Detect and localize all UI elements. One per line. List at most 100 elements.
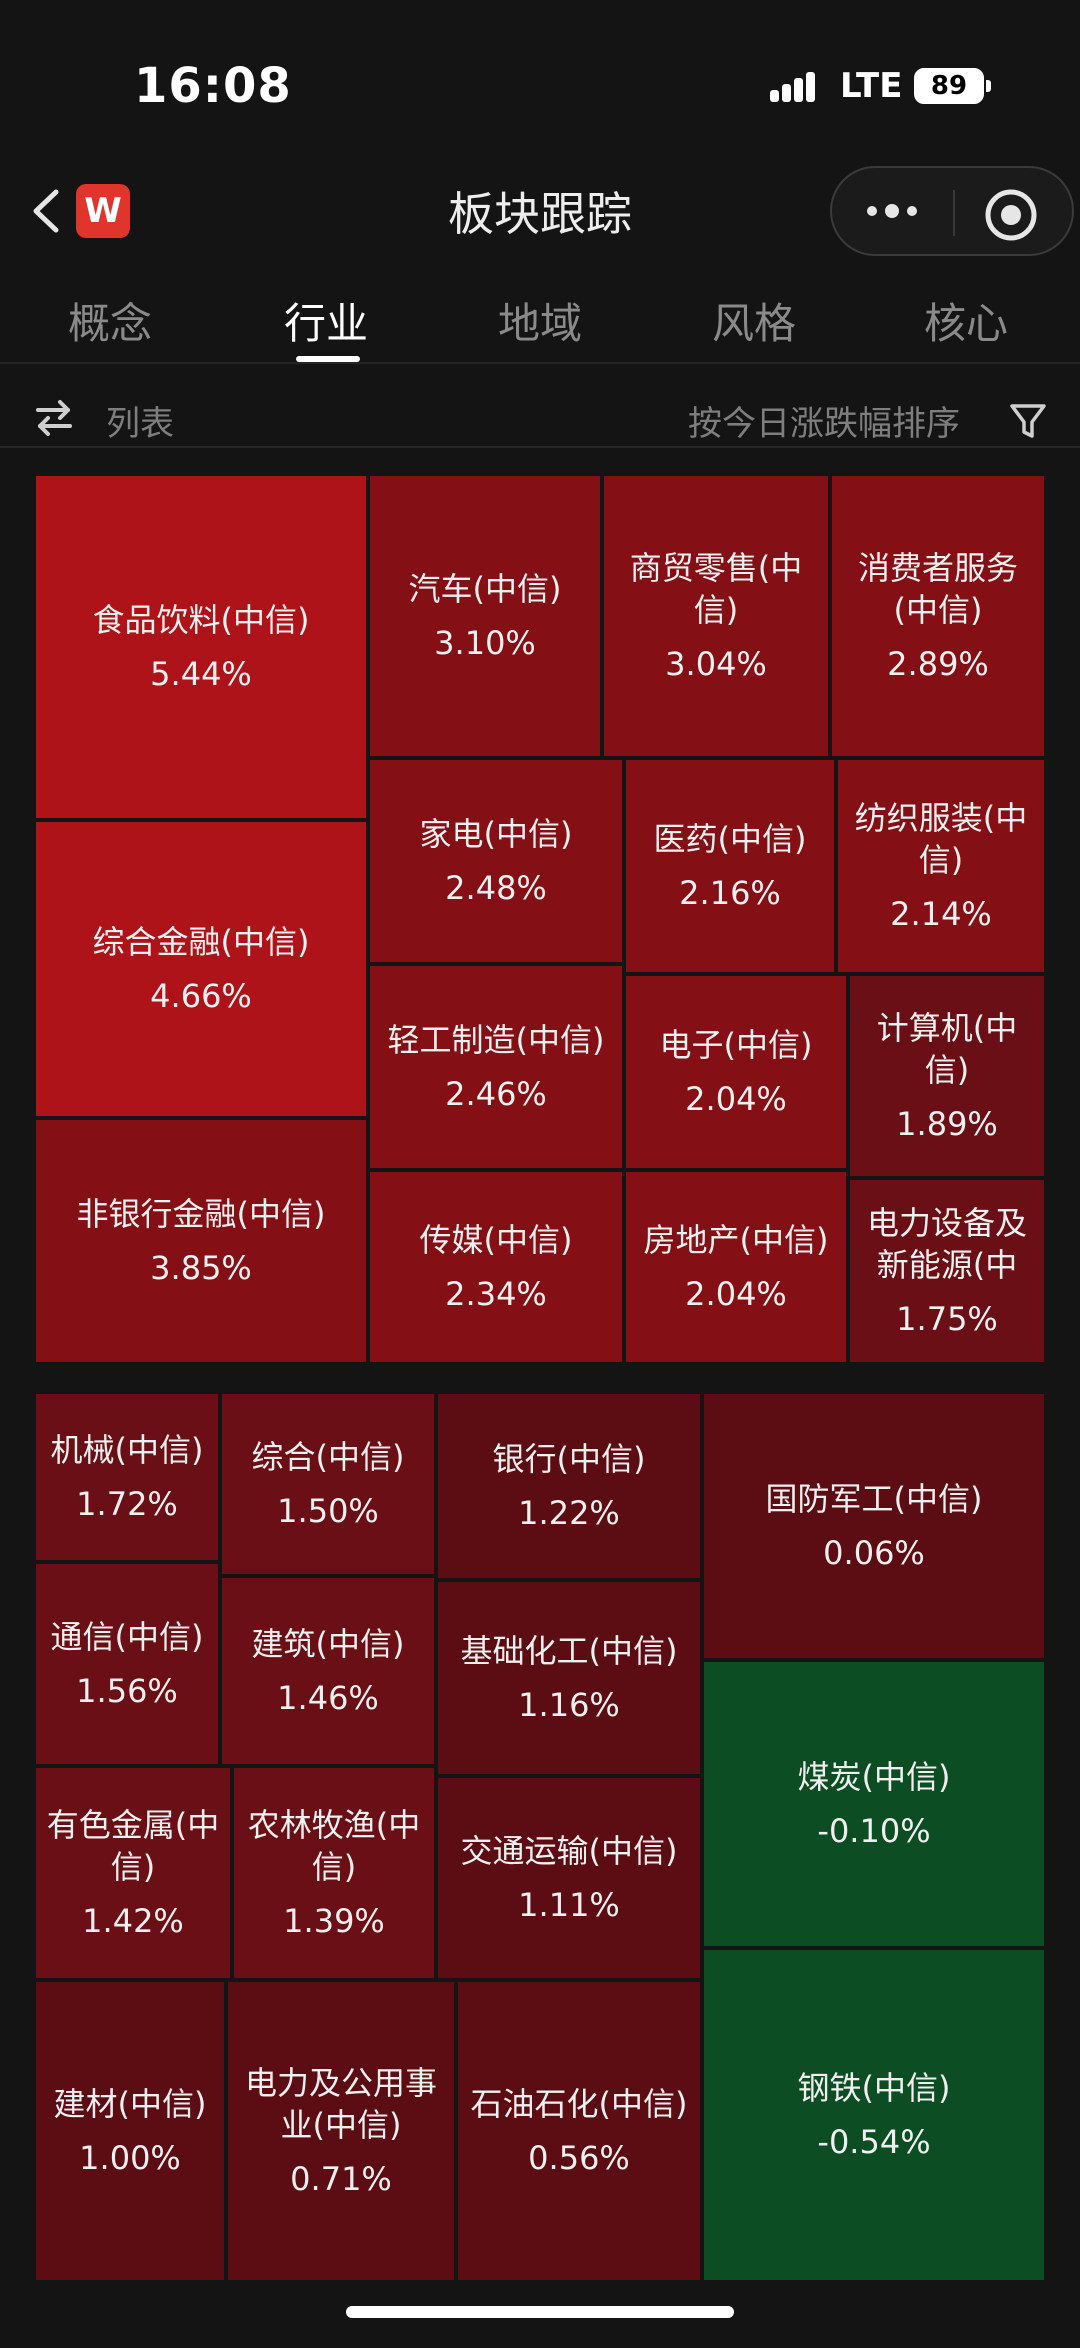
sector-tile[interactable]: 电力及公用事业(中信) 0.71% xyxy=(226,1980,456,2282)
sector-change: 1.46% xyxy=(277,1679,379,1717)
sector-tile[interactable]: 汽车(中信) 3.10% xyxy=(368,474,602,758)
sector-name: 建筑(中信) xyxy=(251,1625,405,1663)
sector-name: 医药(中信) xyxy=(653,820,807,858)
sector-tile[interactable]: 通信(中信) 1.56% xyxy=(34,1562,220,1766)
sector-name: 房地产(中信) xyxy=(643,1221,829,1259)
sector-tile[interactable]: 石油石化(中信) 0.56% xyxy=(456,1980,702,2282)
sector-tile[interactable]: 交通运输(中信) 1.11% xyxy=(436,1776,702,1980)
sector-change: 3.10% xyxy=(434,624,536,662)
sector-change: 1.42% xyxy=(82,1902,184,1940)
sector-tile[interactable]: 食品饮料(中信) 5.44% xyxy=(34,474,368,820)
sector-name: 电力设备及新能源(中 xyxy=(866,1204,1027,1284)
app-logo-icon: W xyxy=(76,184,130,238)
divider xyxy=(0,446,1080,448)
sector-change: 5.44% xyxy=(150,655,252,693)
tab-style[interactable]: 风格 xyxy=(712,299,797,348)
filter-icon[interactable] xyxy=(1008,400,1048,440)
sector-change: 2.48% xyxy=(445,869,547,907)
sector-change: 0.71% xyxy=(290,2160,392,2198)
sort-label[interactable]: 按今日涨跌幅排序 xyxy=(688,404,960,444)
sector-change: -0.54% xyxy=(817,2123,931,2161)
sector-tile[interactable]: 非银行金融(中信) 3.85% xyxy=(34,1118,368,1364)
sector-name: 家电(中信) xyxy=(419,815,573,853)
tab-region[interactable]: 地域 xyxy=(498,299,583,348)
sector-name: 商贸零售(中信) xyxy=(629,549,803,629)
sector-name: 国防军工(中信) xyxy=(765,1480,983,1518)
sector-tile[interactable]: 银行(中信) 1.22% xyxy=(436,1392,702,1580)
sector-name: 消费者服务(中信) xyxy=(857,549,1018,629)
target-circle-icon[interactable] xyxy=(984,188,1038,242)
sector-name: 有色金属(中信) xyxy=(46,1806,220,1886)
sector-tile[interactable]: 电力设备及新能源(中 1.75% xyxy=(848,1178,1046,1364)
sector-change: 2.16% xyxy=(679,874,781,912)
sector-name: 食品饮料(中信) xyxy=(92,601,310,639)
sector-change: 1.00% xyxy=(79,2139,181,2177)
sector-name: 银行(中信) xyxy=(492,1440,646,1478)
sector-change: 1.50% xyxy=(277,1492,379,1530)
page-title: 板块跟踪 xyxy=(448,187,632,241)
battery-icon: 89 xyxy=(914,68,984,104)
sector-name: 综合(中信) xyxy=(251,1438,405,1476)
sector-change: 1.72% xyxy=(76,1485,178,1523)
home-indicator xyxy=(346,2306,734,2318)
network-type: LTE xyxy=(840,66,903,106)
more-dots-icon[interactable] xyxy=(862,196,922,226)
sector-change: 2.14% xyxy=(890,895,992,933)
sector-name: 建材(中信) xyxy=(53,2085,207,2123)
sector-change: 4.66% xyxy=(150,977,252,1015)
back-arrow-icon[interactable] xyxy=(26,186,70,236)
sector-tile[interactable]: 农林牧渔(中信) 1.39% xyxy=(232,1766,436,1980)
sector-name: 纺织服装(中信) xyxy=(854,799,1028,879)
sector-change: -0.10% xyxy=(817,1812,931,1850)
sector-tile[interactable]: 家电(中信) 2.48% xyxy=(368,758,624,964)
sector-tile[interactable]: 基础化工(中信) 1.16% xyxy=(436,1580,702,1776)
sector-change: 1.22% xyxy=(518,1494,620,1532)
sector-change: 0.06% xyxy=(823,1534,925,1572)
sector-tile[interactable]: 机械(中信) 1.72% xyxy=(34,1392,220,1562)
sector-tile[interactable]: 计算机(中信) 1.89% xyxy=(848,974,1046,1178)
sector-name: 电子(中信) xyxy=(659,1026,813,1064)
sector-change: 1.16% xyxy=(518,1686,620,1724)
divider xyxy=(0,362,1080,364)
sector-tile[interactable]: 煤炭(中信) -0.10% xyxy=(702,1660,1046,1948)
sector-tile[interactable]: 建材(中信) 1.00% xyxy=(34,1980,226,2282)
tab-concept[interactable]: 概念 xyxy=(68,299,153,348)
sector-tile[interactable]: 消费者服务(中信) 2.89% xyxy=(830,474,1046,758)
sector-name: 汽车(中信) xyxy=(408,570,562,608)
sector-change: 2.04% xyxy=(685,1080,787,1118)
sector-tile[interactable]: 钢铁(中信) -0.54% xyxy=(702,1948,1046,2282)
sector-name: 传媒(中信) xyxy=(419,1221,573,1259)
sector-change: 1.39% xyxy=(283,1902,385,1940)
sector-name: 机械(中信) xyxy=(50,1431,204,1469)
sector-name: 通信(中信) xyxy=(50,1618,204,1656)
sector-change: 1.89% xyxy=(896,1105,998,1143)
battery-tip xyxy=(986,80,991,92)
sector-name: 钢铁(中信) xyxy=(797,2069,951,2107)
tab-industry[interactable]: 行业 xyxy=(284,299,369,348)
sector-tile[interactable]: 轻工制造(中信) 2.46% xyxy=(368,964,624,1170)
tab-core[interactable]: 核心 xyxy=(924,299,1009,348)
sector-tile[interactable]: 商贸零售(中信) 3.04% xyxy=(602,474,830,758)
sector-tile[interactable]: 综合金融(中信) 4.66% xyxy=(34,820,368,1118)
status-time: 16:08 xyxy=(134,58,292,114)
swap-icon[interactable] xyxy=(34,398,74,438)
sector-name: 交通运输(中信) xyxy=(460,1832,678,1870)
sector-name: 综合金融(中信) xyxy=(92,923,310,961)
sector-tile[interactable]: 纺织服装(中信) 2.14% xyxy=(836,758,1046,974)
sector-tile[interactable]: 有色金属(中信) 1.42% xyxy=(34,1766,232,1980)
sector-name: 农林牧渔(中信) xyxy=(247,1806,421,1886)
sector-tile[interactable]: 国防军工(中信) 0.06% xyxy=(702,1392,1046,1660)
sector-tile[interactable]: 房地产(中信) 2.04% xyxy=(624,1170,848,1364)
sector-tile[interactable]: 建筑(中信) 1.46% xyxy=(220,1576,436,1766)
sector-name: 轻工制造(中信) xyxy=(387,1021,605,1059)
sector-name: 电力及公用事业(中信) xyxy=(244,2064,437,2144)
sector-tile[interactable]: 传媒(中信) 2.34% xyxy=(368,1170,624,1364)
sector-tile[interactable]: 综合(中信) 1.50% xyxy=(220,1392,436,1576)
list-view-toggle[interactable]: 列表 xyxy=(106,404,174,444)
sector-change: 1.11% xyxy=(518,1886,620,1924)
sector-tile[interactable]: 电子(中信) 2.04% xyxy=(624,974,848,1170)
signal-icon xyxy=(770,72,824,102)
sector-tile[interactable]: 医药(中信) 2.16% xyxy=(624,758,836,974)
sector-change: 1.56% xyxy=(76,1672,178,1710)
sector-change: 3.04% xyxy=(665,645,767,683)
